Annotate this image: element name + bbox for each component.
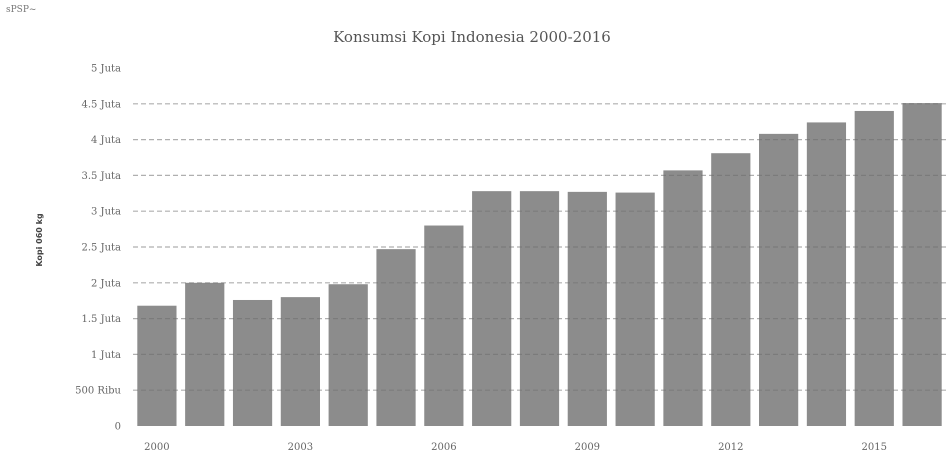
- bar-2002: [232, 299, 273, 426]
- bar-2003: [280, 297, 320, 426]
- y-tick-label: 1.5 Juta: [81, 314, 121, 325]
- bar-2010: [615, 192, 655, 426]
- bar-2007: [472, 191, 512, 426]
- y-tick-label: 4.5 Juta: [81, 99, 121, 110]
- bar-2000: [137, 305, 177, 426]
- x-tick-label: 2000: [144, 442, 169, 453]
- y-tick-label: 3.5 Juta: [81, 171, 121, 182]
- bar-2005: [376, 249, 416, 426]
- y-tick-label: 500 Ribu: [75, 386, 121, 397]
- y-tick-label: 1 Juta: [91, 350, 121, 361]
- y-tick-label: 0: [115, 422, 121, 433]
- y-tick-label: 3 Juta: [91, 207, 121, 218]
- bar-2011: [663, 170, 703, 426]
- corner-label: sPSP~: [6, 5, 36, 15]
- bar-2014: [806, 122, 847, 426]
- chart-title: Konsumsi Kopi Indonesia 2000-2016: [333, 28, 611, 46]
- bar-2015: [854, 110, 894, 427]
- y-tick-label: 4 Juta: [91, 135, 121, 146]
- bar-2008: [519, 191, 560, 426]
- x-tick-label: 2012: [718, 442, 743, 453]
- bar-2016: [902, 103, 942, 427]
- bar-2004: [328, 284, 368, 426]
- bar-2013: [759, 133, 799, 426]
- y-tick-label: 5 Juta: [91, 64, 121, 75]
- x-tick-label: 2015: [862, 442, 887, 453]
- x-tick-label: 2003: [288, 442, 313, 453]
- bar-2009: [567, 191, 607, 426]
- y-axis-label: Kopi 060 kg: [35, 213, 44, 267]
- x-axis: 2000 2003 2006 2009 2012 2015: [144, 442, 887, 453]
- bar-2006: [424, 225, 464, 426]
- x-tick-label: 2009: [575, 442, 600, 453]
- y-tick-label: 2 Juta: [91, 278, 121, 289]
- bar-2012: [711, 153, 751, 427]
- x-tick-label: 2006: [431, 442, 456, 453]
- bar-series: [137, 103, 942, 427]
- y-axis: 0 500 Ribu 1 Juta 1.5 Juta 2 Juta 2.5 Juta 3 J…: [75, 64, 121, 433]
- y-tick-label: 2.5 Juta: [81, 243, 121, 254]
